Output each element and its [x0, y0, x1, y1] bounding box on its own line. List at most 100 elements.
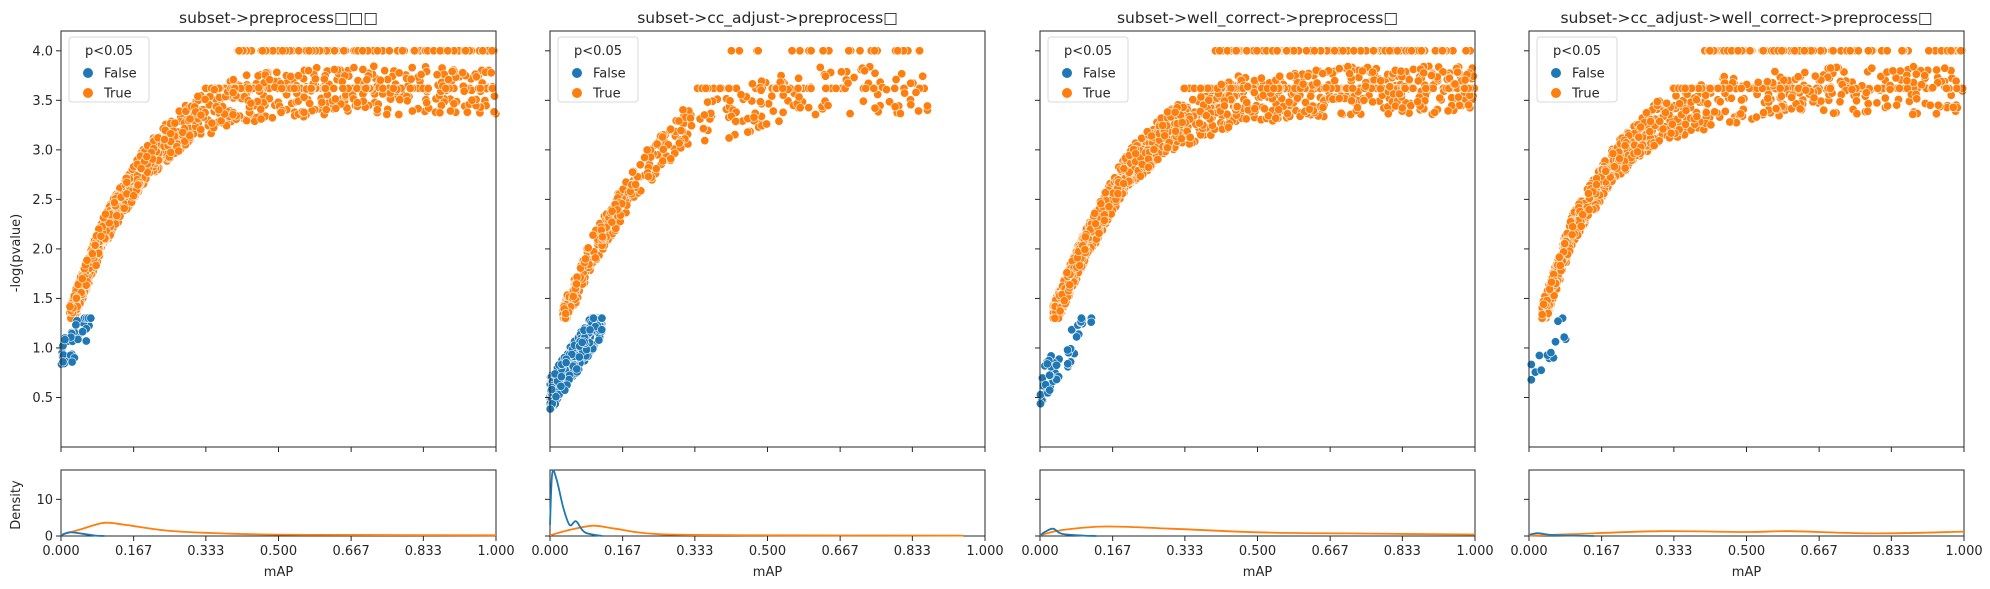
true-point — [1416, 46, 1426, 56]
true-point — [1091, 219, 1101, 229]
true-point — [305, 98, 315, 108]
true-point — [1925, 100, 1935, 110]
true-point — [432, 70, 442, 80]
true-point — [1075, 261, 1085, 271]
true-point — [306, 83, 316, 93]
true-point — [795, 46, 805, 56]
true-point — [1419, 68, 1429, 78]
true-point — [870, 103, 880, 113]
true-point — [1421, 83, 1431, 93]
panel-3: subset->well_correct->preprocess□p<0.05F… — [1021, 9, 1493, 580]
true-point — [471, 72, 481, 82]
true-point — [794, 73, 804, 83]
true-point — [422, 98, 432, 108]
true-point — [855, 46, 865, 56]
true-point — [405, 83, 415, 93]
true-point — [1215, 46, 1225, 56]
legend-marker-false — [572, 68, 582, 78]
true-point — [395, 95, 405, 105]
true-point — [922, 101, 932, 111]
true-point — [676, 126, 686, 136]
true-point — [778, 107, 788, 117]
x-tick-label: 0.833 — [1384, 544, 1421, 559]
true-point — [228, 88, 238, 98]
true-point — [635, 160, 645, 170]
true-point — [843, 78, 853, 88]
true-point — [449, 99, 459, 109]
true-point — [1413, 97, 1423, 107]
true-point — [701, 83, 711, 93]
true-point — [1204, 95, 1214, 105]
x-axis-label: mAP — [753, 565, 783, 580]
true-point — [747, 79, 757, 89]
density-y-tick-label: 0 — [45, 530, 53, 545]
true-point — [913, 106, 923, 116]
true-point — [445, 106, 455, 116]
legend-marker-false — [83, 68, 93, 78]
true-point — [890, 83, 900, 93]
true-point — [1196, 92, 1206, 102]
x-tick-label: 0.167 — [604, 544, 641, 559]
legend-label-false: False — [1083, 67, 1116, 82]
true-point — [174, 146, 184, 156]
y-tick-label: 0.5 — [32, 391, 53, 406]
true-point — [478, 46, 488, 56]
true-point — [823, 101, 833, 111]
true-point — [643, 172, 653, 182]
y-tick-label: 4.0 — [32, 44, 53, 59]
true-point — [1275, 71, 1285, 81]
true-point — [1396, 66, 1406, 76]
true-point — [674, 138, 684, 148]
true-point — [1242, 46, 1252, 56]
true-point — [1461, 46, 1471, 56]
true-point — [1435, 93, 1445, 103]
legend-marker-true — [83, 88, 93, 98]
true-point — [375, 75, 385, 85]
true-point — [1096, 199, 1106, 209]
true-point — [384, 46, 394, 56]
panel-2: subset->cc_adjust->preprocess□p<0.05Fals… — [531, 9, 1003, 580]
false-point — [594, 335, 604, 345]
false-points — [545, 313, 607, 414]
true-point — [736, 90, 746, 100]
false-point — [577, 337, 587, 347]
true-point — [1383, 109, 1393, 119]
false-point — [71, 320, 81, 330]
x-tick-label: 0.833 — [405, 544, 442, 559]
true-point — [1177, 118, 1187, 128]
true-point — [1274, 105, 1284, 115]
panel-4: subset->cc_adjust->well_correct->preproc… — [1510, 9, 1982, 580]
true-point — [91, 260, 101, 270]
x-tick-label: 1.000 — [1456, 544, 1493, 559]
true-point — [416, 70, 426, 80]
false-point — [58, 357, 68, 367]
true-point — [1094, 228, 1104, 238]
y-tick-label: 1.5 — [32, 292, 53, 307]
true-point — [486, 68, 496, 78]
true-point — [906, 78, 916, 88]
true-point — [1250, 104, 1260, 114]
false-point — [574, 352, 584, 362]
true-point — [101, 209, 111, 219]
true-point — [1176, 134, 1186, 144]
true-point — [1318, 69, 1328, 79]
true-point — [407, 106, 417, 116]
false-point — [67, 357, 77, 367]
true-point — [1450, 79, 1460, 89]
false-point — [86, 313, 96, 323]
true-point — [256, 104, 266, 114]
true-point — [590, 253, 600, 263]
true-point — [755, 97, 765, 107]
true-point — [642, 145, 652, 155]
true-point — [1090, 208, 1100, 218]
true-point — [407, 63, 417, 73]
true-point — [1464, 100, 1474, 110]
true-point — [845, 109, 855, 119]
true-point — [607, 217, 617, 227]
true-point — [1219, 101, 1229, 111]
true-point — [1256, 73, 1266, 83]
true-point — [1737, 95, 1747, 105]
true-points — [65, 46, 501, 323]
true-point — [651, 164, 661, 174]
